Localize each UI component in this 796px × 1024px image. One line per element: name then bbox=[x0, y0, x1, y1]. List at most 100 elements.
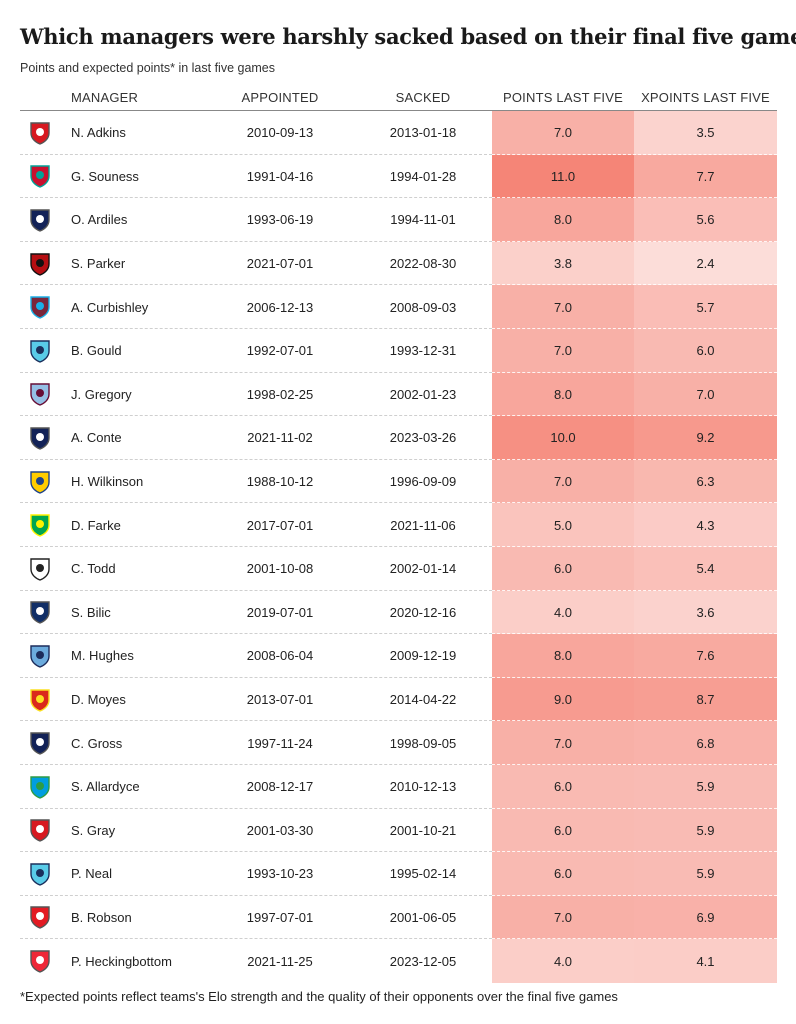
sacked-date: 1994-11-01 bbox=[390, 212, 456, 228]
sacked-date: 2020-12-16 bbox=[389, 604, 457, 620]
table-row: C. Todd 2001-10-08 2002-01-14 6.0 5.4 bbox=[20, 546, 777, 591]
value-label: 5.7 bbox=[696, 299, 715, 315]
points-last-five-cell: 3.8 bbox=[492, 241, 634, 286]
manager-name: P. Neal bbox=[71, 866, 112, 882]
heat-fill bbox=[492, 328, 634, 373]
crest-cell bbox=[20, 721, 60, 765]
crest-cell bbox=[20, 373, 60, 417]
sacked-date: 2021-11-06 bbox=[390, 517, 456, 533]
derby-crest-icon bbox=[30, 558, 50, 581]
sacked-date: 1998-09-05 bbox=[389, 735, 457, 751]
sacked-date: 2001-10-21 bbox=[389, 822, 457, 838]
sacked-date: 2002-01-14 bbox=[389, 561, 457, 577]
table-row: D. Moyes 2013-07-01 2014-04-22 9.0 8.7 bbox=[20, 677, 777, 722]
row-divider bbox=[492, 763, 777, 765]
points-last-five-cell: 6.0 bbox=[492, 546, 634, 591]
row-divider bbox=[20, 851, 492, 853]
row-divider bbox=[20, 240, 492, 242]
heat-fill bbox=[492, 808, 634, 853]
xpoints-last-five-cell: 9.2 bbox=[634, 416, 777, 460]
sacked-date: 2022-08-30 bbox=[389, 256, 457, 272]
value-label: 2.4 bbox=[696, 256, 715, 272]
footnote: *Expected points reflect teams's Elo str… bbox=[20, 989, 618, 1004]
points-last-five-cell: 7.0 bbox=[492, 111, 634, 155]
table-row: C. Gross 1997-11-24 1998-09-05 7.0 6.8 bbox=[20, 721, 777, 765]
xpoints-last-five-cell: 2.4 bbox=[634, 241, 777, 286]
heat-fill bbox=[492, 372, 634, 417]
heat-fill bbox=[634, 154, 777, 199]
heat-fill bbox=[634, 198, 777, 242]
crest-cell bbox=[20, 852, 60, 896]
row-divider bbox=[492, 938, 777, 940]
manager-name: H. Wilkinson bbox=[71, 474, 144, 490]
appointed-date: 2017-07-01 bbox=[246, 517, 314, 533]
points-last-five-cell: 11.0 bbox=[492, 154, 634, 199]
heat-fill bbox=[492, 721, 634, 765]
crest-cell bbox=[20, 591, 60, 635]
appointed-date: 2013-07-01 bbox=[246, 692, 314, 708]
heat-fill bbox=[634, 328, 777, 373]
xpoints-last-five-cell: 6.9 bbox=[634, 895, 777, 940]
value-label: 7.7 bbox=[696, 168, 715, 184]
xpoints-last-five-cell: 5.6 bbox=[634, 198, 777, 242]
crest-cell bbox=[20, 547, 60, 591]
heat-fill bbox=[634, 764, 777, 809]
table-row: B. Robson 1997-07-01 2001-06-05 7.0 6.9 bbox=[20, 895, 777, 940]
liverpool-crest-icon bbox=[30, 165, 50, 189]
sacked-date: 2010-12-13 bbox=[389, 779, 457, 795]
value-label: 5.9 bbox=[696, 779, 715, 795]
appointed-date: 1992-07-01 bbox=[246, 343, 314, 359]
tottenham-crest-icon bbox=[30, 209, 50, 232]
sacked-date: 1993-12-31 bbox=[389, 343, 457, 359]
value-label: 8.7 bbox=[696, 692, 715, 708]
heat-fill bbox=[492, 285, 634, 329]
tottenham-crest-icon bbox=[30, 732, 50, 755]
value-label: 4.3 bbox=[696, 517, 715, 533]
heat-fill bbox=[492, 111, 634, 155]
row-divider bbox=[492, 807, 777, 809]
manager-name: A. Curbishley bbox=[71, 299, 149, 315]
value-label: 3.6 bbox=[696, 604, 715, 620]
value-label: 6.0 bbox=[553, 561, 573, 577]
manager-name: S. Gray bbox=[71, 822, 116, 838]
heat-fill bbox=[492, 764, 634, 809]
points-last-five-cell: 7.0 bbox=[492, 285, 634, 329]
appointed-date: 2001-03-30 bbox=[246, 822, 314, 838]
xpoints-last-five-cell: 5.9 bbox=[634, 852, 777, 896]
value-label: 7.6 bbox=[696, 648, 715, 664]
value-label: 4.0 bbox=[553, 953, 573, 969]
chart-title: Which managers were harshly sacked based… bbox=[20, 24, 796, 49]
southampton-crest-icon bbox=[30, 122, 50, 145]
heat-fill bbox=[492, 154, 634, 199]
xpoints-last-five-cell: 7.7 bbox=[634, 154, 777, 199]
heat-fill bbox=[634, 721, 777, 765]
appointed-date: 2019-07-01 bbox=[246, 604, 314, 620]
value-label: 8.0 bbox=[553, 212, 573, 228]
crest-cell bbox=[20, 155, 60, 199]
managers-table: MANAGER APPOINTED SACKED POINTS LAST FIV… bbox=[20, 84, 777, 983]
value-label: 3.5 bbox=[696, 125, 715, 141]
man-city-crest-icon bbox=[30, 645, 50, 668]
row-divider bbox=[492, 589, 777, 591]
value-label: 5.9 bbox=[696, 822, 715, 838]
row-divider bbox=[20, 502, 492, 504]
manager-name: M. Hughes bbox=[71, 648, 134, 664]
manager-name: D. Farke bbox=[71, 517, 121, 533]
xpoints-last-five-cell: 4.1 bbox=[634, 939, 777, 983]
row-divider bbox=[20, 327, 492, 329]
sacked-date: 2001-06-05 bbox=[389, 909, 457, 925]
xpoints-last-five-cell: 3.6 bbox=[634, 590, 777, 635]
coventry-crest-icon bbox=[30, 863, 50, 886]
value-label: 7.0 bbox=[553, 125, 573, 141]
crest-cell bbox=[20, 939, 60, 983]
sacked-date: 2008-09-03 bbox=[389, 299, 457, 315]
manager-name: C. Todd bbox=[71, 561, 116, 577]
crest-cell bbox=[20, 809, 60, 853]
sacked-date: 2023-12-05 bbox=[389, 953, 457, 969]
value-label: 5.6 bbox=[696, 212, 715, 228]
manager-name: G. Souness bbox=[71, 168, 139, 184]
heat-fill bbox=[634, 546, 777, 591]
appointed-date: 2010-09-13 bbox=[246, 125, 314, 141]
xpoints-last-five-cell: 3.5 bbox=[634, 111, 777, 155]
heat-fill bbox=[634, 939, 777, 983]
